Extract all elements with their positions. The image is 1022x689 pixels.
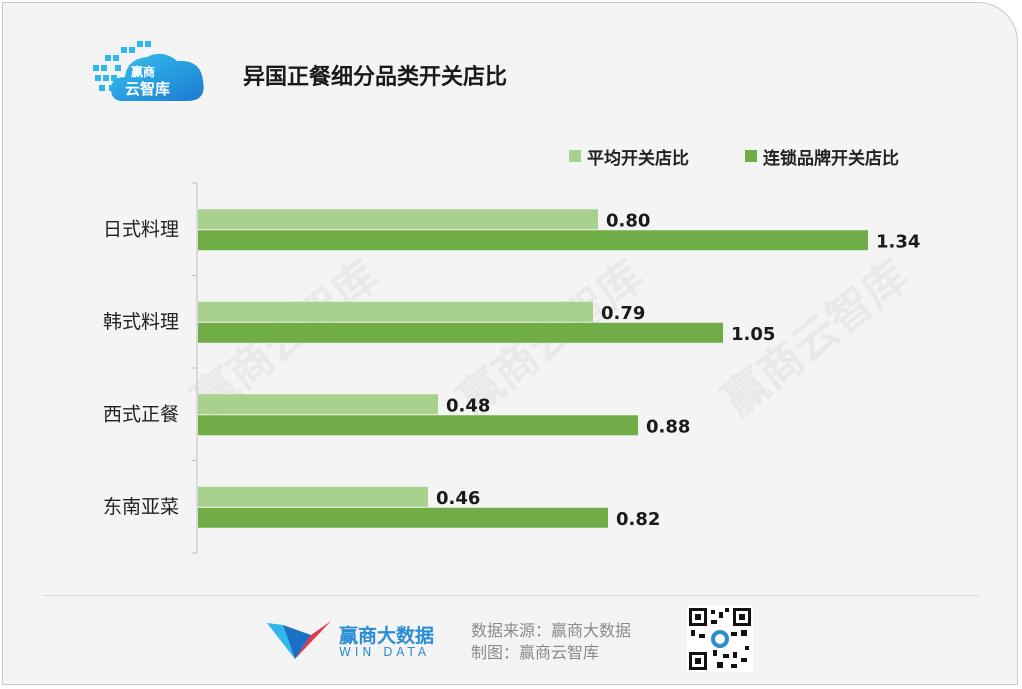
bar-value-label: 1.05 (731, 324, 775, 345)
made-by-text: 制图：赢商云智库 (471, 643, 600, 662)
bar-value-label: 0.46 (436, 488, 480, 509)
logo-text-top: 赢商 (131, 65, 156, 79)
chart-title: 异国正餐细分品类开关店比 (243, 65, 508, 90)
legend-swatch-chain (745, 150, 757, 162)
bar-average (198, 301, 593, 322)
bar-value-label: 0.80 (606, 210, 650, 231)
bar-value-label: 0.82 (616, 509, 660, 530)
bar-average (198, 486, 428, 507)
category-label: 日式料理 (103, 218, 179, 240)
qr-code-icon (687, 606, 753, 672)
data-source-text: 数据来源：赢商大数据 (471, 621, 632, 640)
bar-chain (198, 230, 868, 251)
logo-text-bottom: 云智库 (125, 80, 171, 98)
bar-value-label: 0.79 (601, 303, 645, 324)
yingshang-cloud-logo (93, 41, 204, 101)
bar-chain (198, 507, 608, 528)
legend-label-chain: 连锁品牌开关店比 (763, 148, 899, 169)
legend-label-average: 平均开关店比 (587, 148, 689, 169)
bar-average (198, 209, 598, 230)
bar-chart: 日式料理 0.80 1.34 韩式料理 0.79 1.05 西式正餐 0.48 0.88 东南亚菜… (103, 182, 920, 554)
bar-average (198, 394, 438, 415)
category-label: 韩式料理 (103, 311, 179, 333)
bar-chain (198, 415, 638, 436)
footer-divider (43, 595, 979, 596)
category-label: 西式正餐 (103, 403, 179, 425)
source-info: 数据来源：赢商大数据 制图：赢商云智库 (471, 620, 631, 664)
brand-name: 赢商大数据 (339, 625, 435, 647)
bar-value-label: 0.88 (646, 416, 690, 437)
legend-item-average: 平均开关店比 (569, 145, 689, 169)
category-label: 东南亚菜 (103, 496, 179, 518)
windata-logo-icon (267, 621, 331, 659)
legend-swatch-average (569, 150, 581, 162)
bar-chain (198, 322, 723, 343)
legend-item-chain: 连锁品牌开关店比 (745, 145, 899, 169)
bar-value-label: 0.48 (446, 395, 490, 416)
brand-subtitle: WIN DATA (339, 645, 431, 659)
bar-value-label: 1.34 (876, 231, 920, 252)
